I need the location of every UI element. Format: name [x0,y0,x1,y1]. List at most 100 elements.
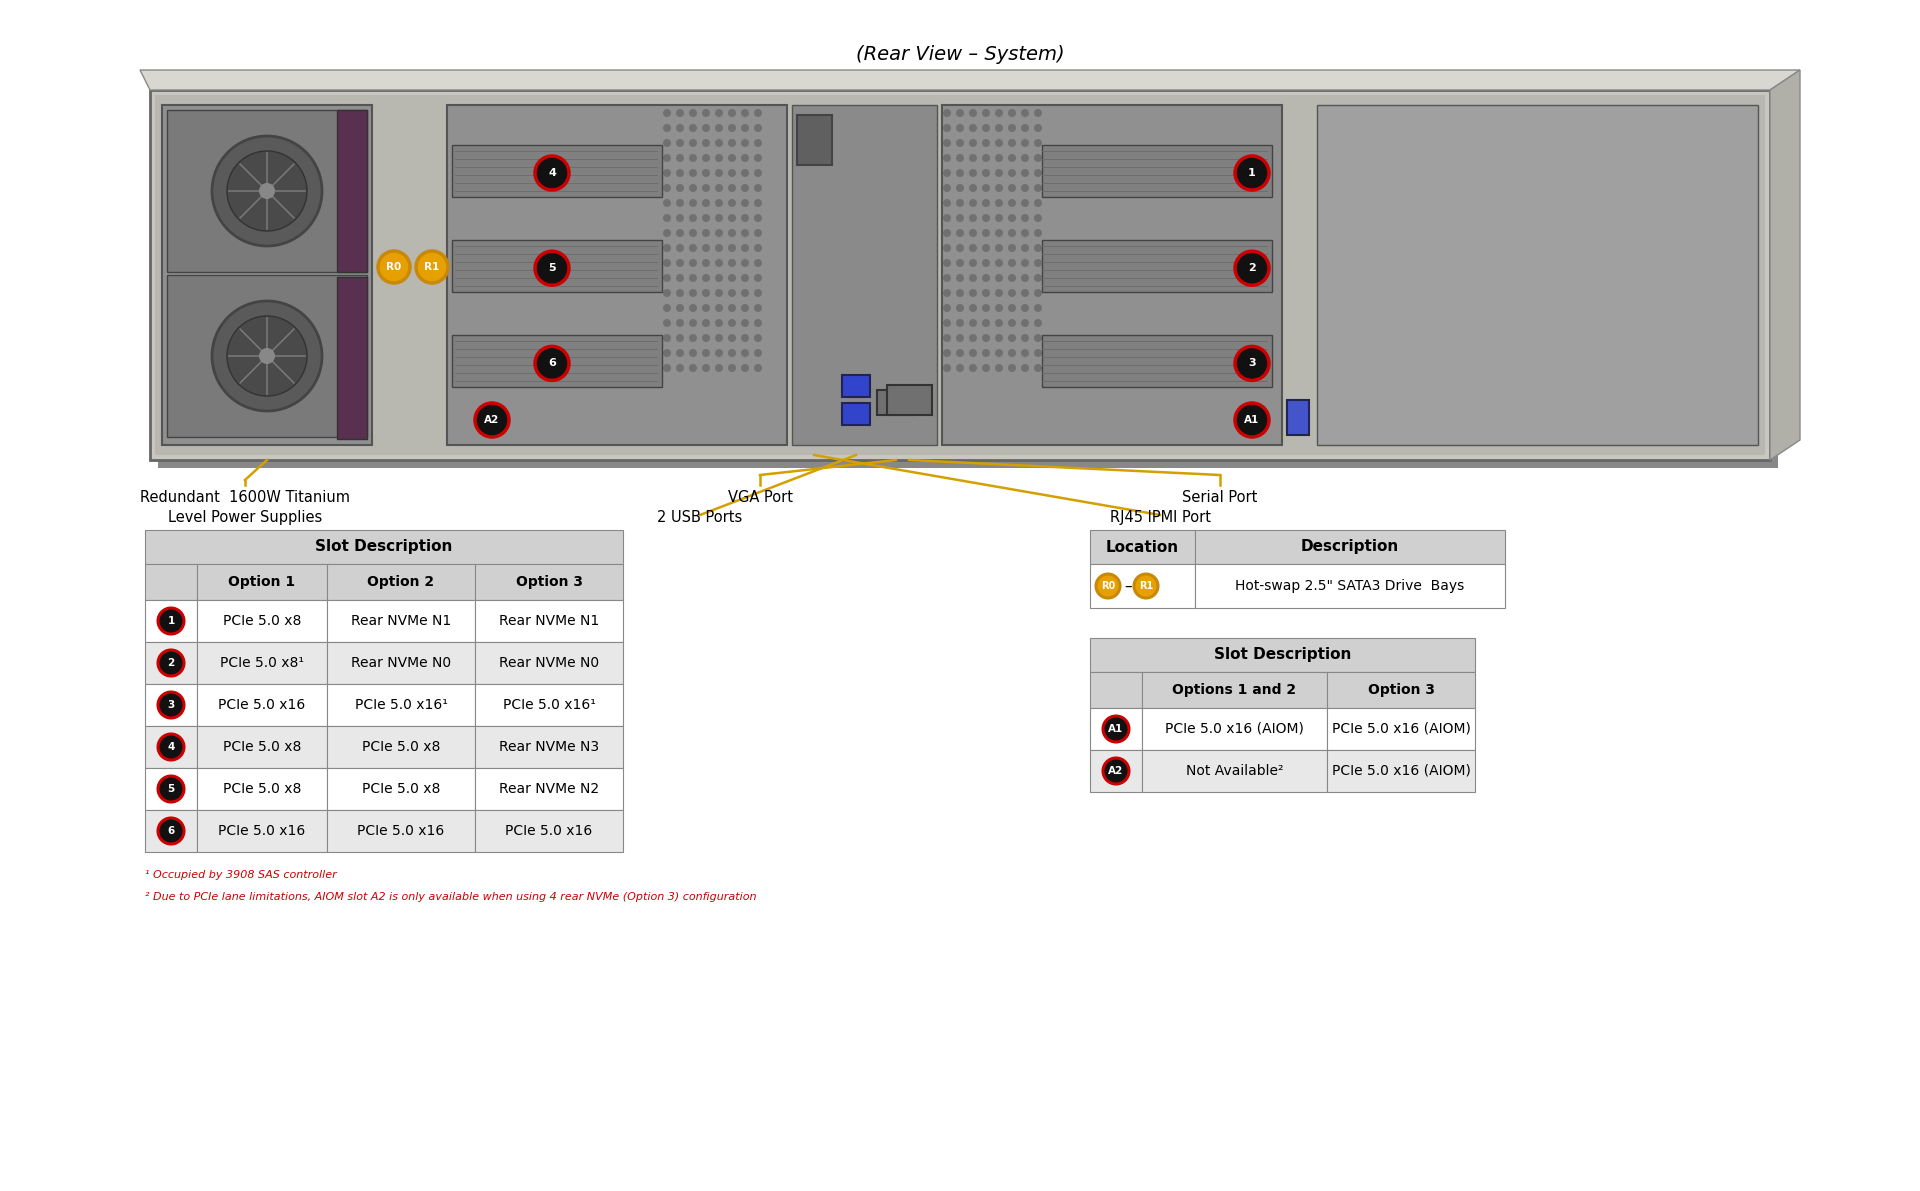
Circle shape [943,169,950,177]
Circle shape [728,214,735,222]
Circle shape [703,289,710,297]
Text: 6: 6 [167,827,175,836]
Circle shape [703,319,710,328]
Circle shape [956,124,964,132]
Circle shape [714,333,724,342]
Circle shape [1008,199,1016,207]
Bar [474,768,622,810]
Text: R0: R0 [386,262,401,272]
Bar [326,600,474,642]
Bar [146,565,198,600]
Circle shape [662,244,670,252]
Circle shape [662,274,670,282]
Circle shape [689,214,697,222]
Circle shape [1035,183,1043,192]
Circle shape [1008,364,1016,372]
Circle shape [741,333,749,342]
Circle shape [755,154,762,162]
Text: 3: 3 [167,700,175,710]
Bar [1142,707,1327,750]
Circle shape [943,364,950,372]
Bar [1091,565,1194,607]
Circle shape [995,274,1002,282]
Circle shape [1021,199,1029,207]
Circle shape [703,274,710,282]
Text: 5: 5 [167,784,175,794]
FancyBboxPatch shape [1043,336,1271,387]
Text: Option 2: Option 2 [367,575,434,590]
Circle shape [755,244,762,252]
Circle shape [1021,304,1029,312]
Circle shape [995,304,1002,312]
FancyBboxPatch shape [338,110,367,272]
Circle shape [1008,124,1016,132]
Circle shape [714,214,724,222]
Circle shape [995,319,1002,328]
Circle shape [995,139,1002,146]
Circle shape [714,124,724,132]
Circle shape [755,169,762,177]
Circle shape [956,244,964,252]
Polygon shape [1770,70,1801,460]
Circle shape [956,229,964,237]
Circle shape [259,183,275,199]
Circle shape [1021,319,1029,328]
Circle shape [689,110,697,117]
Text: PCIe 5.0 x8: PCIe 5.0 x8 [361,740,440,754]
Circle shape [676,110,684,117]
Circle shape [676,244,684,252]
Circle shape [970,349,977,357]
Text: A2: A2 [1108,766,1123,777]
Circle shape [1035,139,1043,146]
Circle shape [741,139,749,146]
Circle shape [755,229,762,237]
Circle shape [662,304,670,312]
Circle shape [1035,110,1043,117]
Bar [1327,672,1475,707]
Circle shape [1021,124,1029,132]
Bar [1142,750,1327,792]
Circle shape [970,319,977,328]
Circle shape [1035,199,1043,207]
Circle shape [943,229,950,237]
Circle shape [689,139,697,146]
Text: R0: R0 [1100,581,1116,591]
Circle shape [755,304,762,312]
Circle shape [662,364,670,372]
Circle shape [662,229,670,237]
Text: 1: 1 [1248,168,1256,177]
Text: PCIe 5.0 x16 (AIOM): PCIe 5.0 x16 (AIOM) [1332,763,1471,778]
Text: Rear NVMe N1: Rear NVMe N1 [499,615,599,628]
Circle shape [1021,333,1029,342]
Circle shape [956,289,964,297]
Circle shape [995,214,1002,222]
Circle shape [943,124,950,132]
Circle shape [662,333,670,342]
FancyBboxPatch shape [1043,241,1271,292]
Circle shape [157,692,184,718]
Circle shape [981,124,991,132]
FancyBboxPatch shape [877,389,916,414]
Circle shape [995,169,1002,177]
Text: Level Power Supplies: Level Power Supplies [167,510,323,525]
Circle shape [956,139,964,146]
Circle shape [970,258,977,267]
Circle shape [1035,258,1043,267]
Circle shape [755,319,762,328]
FancyBboxPatch shape [157,98,1778,468]
Circle shape [689,349,697,357]
Circle shape [676,333,684,342]
Circle shape [676,274,684,282]
Circle shape [1235,156,1269,191]
Circle shape [755,258,762,267]
Circle shape [703,124,710,132]
Text: PCIe 5.0 x16: PCIe 5.0 x16 [505,824,593,838]
Bar [198,565,326,600]
Circle shape [676,154,684,162]
Circle shape [755,214,762,222]
Circle shape [741,258,749,267]
Text: Rear NVMe N0: Rear NVMe N0 [499,656,599,671]
Text: Slot Description: Slot Description [1213,648,1352,662]
Circle shape [689,274,697,282]
Circle shape [1021,183,1029,192]
